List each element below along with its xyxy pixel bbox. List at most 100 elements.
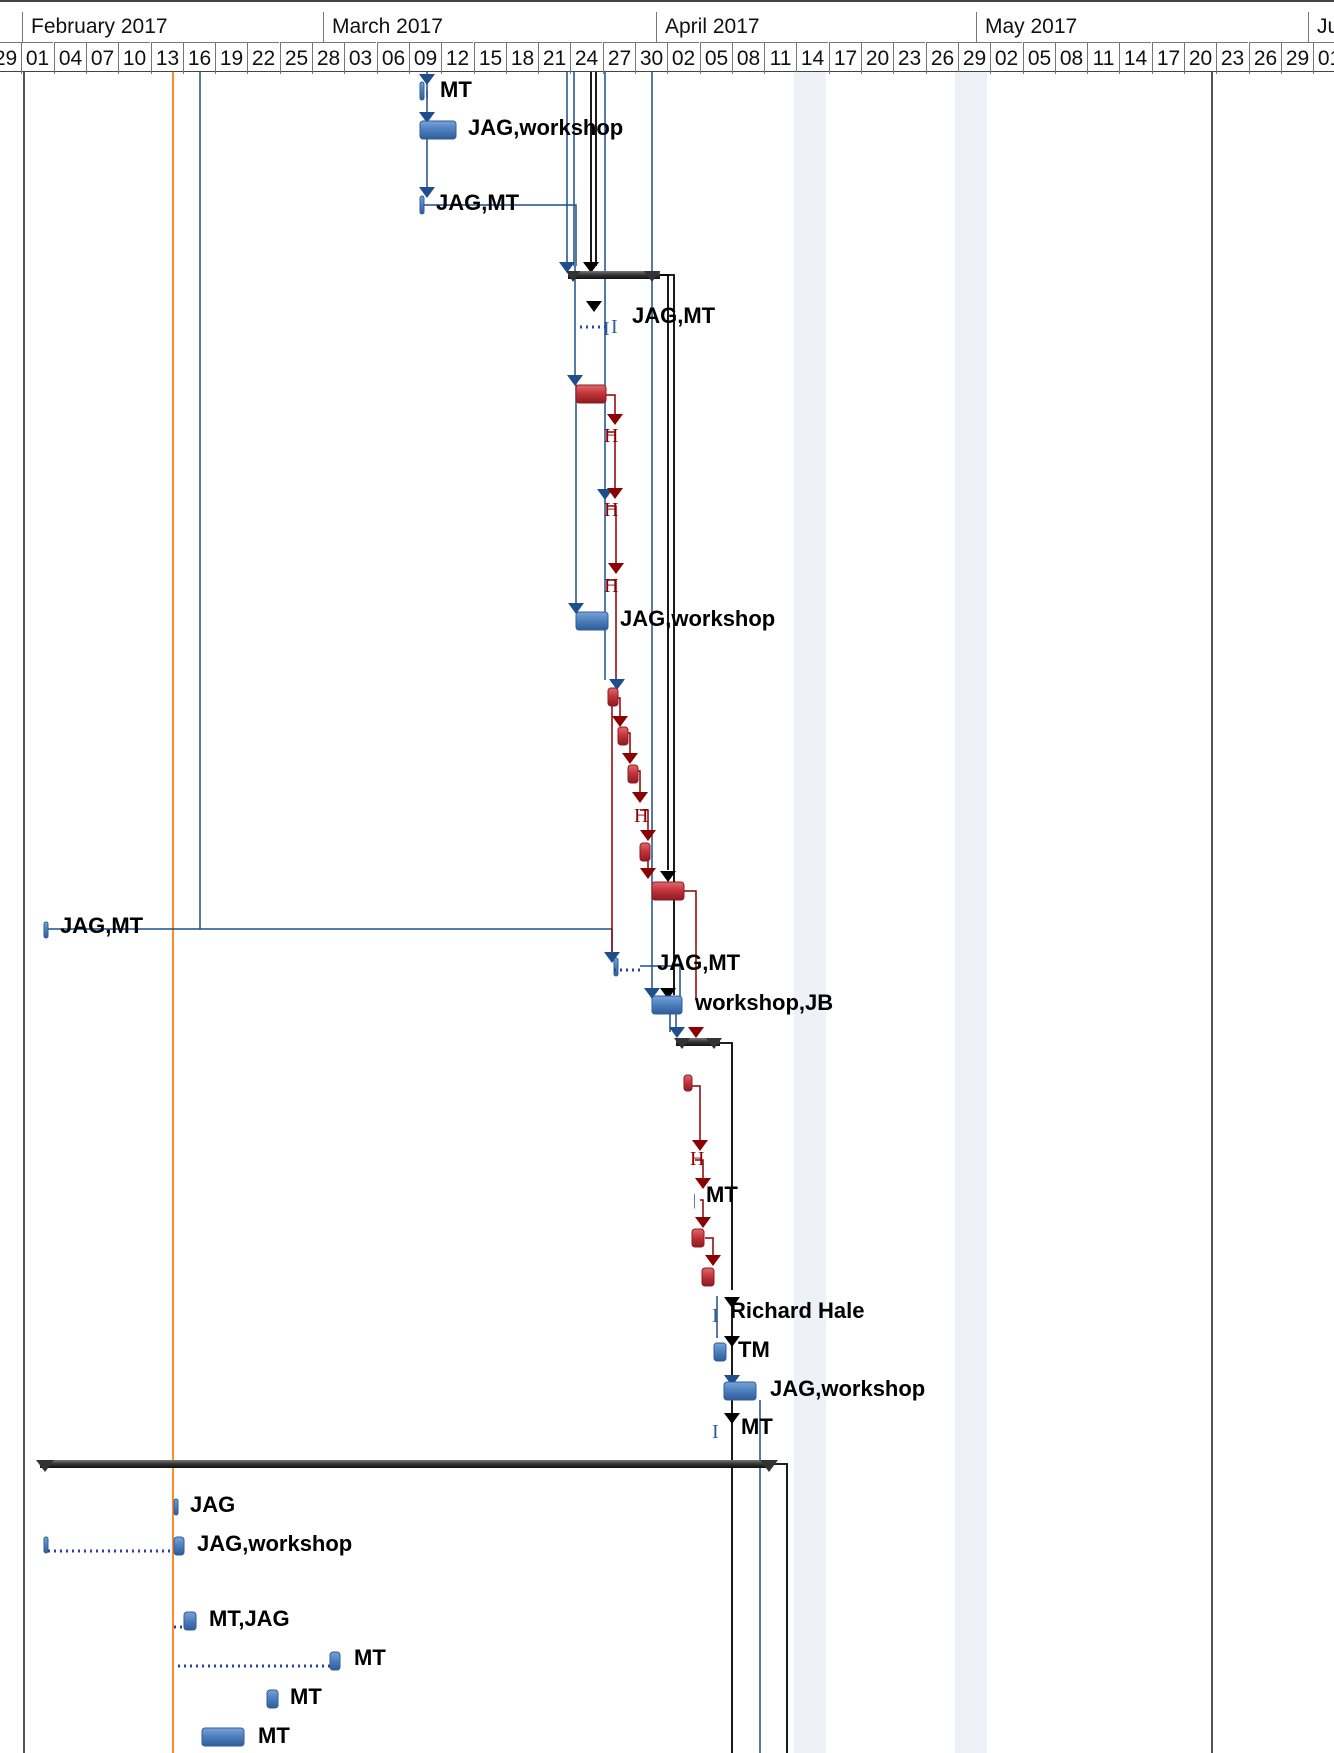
day-header: 11 <box>1087 42 1119 74</box>
critical-task-bar <box>651 881 685 901</box>
day-header: 07 <box>86 42 118 74</box>
task-resource-label: MT <box>706 1182 738 1207</box>
svg-text:|: | <box>693 1192 696 1209</box>
day-header: 26 <box>926 42 958 74</box>
link-arrows-red <box>607 414 721 1266</box>
critical-task-bar <box>617 726 629 746</box>
month-header-june: Ju <box>1308 12 1334 42</box>
task-bar <box>651 995 683 1015</box>
task-bar <box>575 611 609 631</box>
link-arrows-blue <box>419 74 740 1386</box>
task-resource-label: JAG,MT <box>657 950 741 975</box>
task-resource-label: MT <box>290 1684 322 1709</box>
day-header: 30 <box>635 42 667 74</box>
task-bar <box>723 1381 757 1401</box>
day-header: 29 <box>1281 42 1313 74</box>
task-bar <box>173 1498 179 1516</box>
task-resource-label: JAG,workshop <box>197 1531 352 1556</box>
day-header: 02 <box>990 42 1022 74</box>
day-header: 23 <box>893 42 925 74</box>
month-header-february: February 2017 <box>22 12 323 42</box>
day-header: 10 <box>118 42 150 74</box>
day-header: 26 <box>1249 42 1281 74</box>
svg-text:I: I <box>712 1305 719 1327</box>
task-resource-label: Richard Hale <box>730 1298 865 1323</box>
summary-bar[interactable] <box>566 271 660 282</box>
day-header: 14 <box>796 42 828 74</box>
task-resource-label: JAG,MT <box>436 190 520 215</box>
task-resource-label: MT <box>741 1414 773 1439</box>
task-resource-label: JAG <box>190 1492 235 1517</box>
link-arrows-black <box>583 262 740 1424</box>
svg-text:H: H <box>634 805 648 827</box>
task-resource-label: MT <box>258 1723 290 1748</box>
task-bar <box>201 1727 245 1747</box>
critical-task-bar <box>683 1074 693 1092</box>
nonworking-shade <box>794 72 826 1753</box>
critical-task-bar <box>639 842 651 862</box>
day-header: 20 <box>1184 42 1216 74</box>
svg-text:I: I <box>712 1421 719 1443</box>
nonworking-shade <box>955 72 987 1753</box>
task-bars-blue[interactable] <box>43 81 757 1747</box>
day-header: 02 <box>667 42 699 74</box>
task-resource-label: MT <box>354 1645 386 1670</box>
task-bar <box>419 120 457 140</box>
day-header: 24 <box>570 42 602 74</box>
critical-task-bar <box>701 1267 715 1287</box>
task-bar <box>419 195 425 215</box>
task-labels: MT JAG,workshop JAG,MT JAG,MT JAG,worksh… <box>60 77 925 1748</box>
day-header: 12 <box>441 42 473 74</box>
day-header: 18 <box>506 42 538 74</box>
day-header: 01 <box>21 42 53 74</box>
task-resource-label: MT,JAG <box>209 1606 290 1631</box>
month-header-may: May 2017 <box>976 12 1308 42</box>
day-header: 06 <box>377 42 409 74</box>
timescale-header: February 2017 March 2017 April 2017 May … <box>0 0 1334 74</box>
day-header: 17 <box>1152 42 1184 74</box>
critical-task-bar <box>627 764 639 784</box>
summary-links <box>590 72 788 1753</box>
day-header: 29 <box>0 42 21 74</box>
task-bar <box>183 1611 197 1631</box>
task-bar <box>266 1689 279 1709</box>
summary-bar[interactable] <box>674 1038 722 1049</box>
day-header: 23 <box>1216 42 1248 74</box>
day-header: 14 <box>1119 42 1151 74</box>
day-header: 25 <box>280 42 312 74</box>
svg-text:I: I <box>603 318 610 340</box>
task-bar <box>713 1342 727 1362</box>
task-resource-label: TM <box>738 1337 770 1362</box>
task-resource-label: JAG,workshop <box>770 1376 925 1401</box>
task-bar <box>613 957 619 977</box>
day-header: 08 <box>1055 42 1087 74</box>
day-header: 15 <box>474 42 506 74</box>
day-header: 22 <box>247 42 279 74</box>
dependency-links-red <box>605 394 714 1258</box>
svg-text:I: I <box>611 316 618 338</box>
day-header: 11 <box>764 42 796 74</box>
gantt-chart-area: H H H H H I I I I | MT JAG,workshop JAG,… <box>23 72 1213 1753</box>
day-header: 03 <box>344 42 376 74</box>
task-resource-label: JAG,MT <box>60 913 144 938</box>
task-bar <box>43 1536 49 1554</box>
task-bar <box>419 81 425 101</box>
task-resource-label: JAG,workshop <box>620 606 775 631</box>
task-bar <box>173 1536 185 1556</box>
day-header: 28 <box>312 42 344 74</box>
summary-bar[interactable] <box>36 1460 778 1472</box>
day-header: 05 <box>700 42 732 74</box>
day-header: 29 <box>958 42 990 74</box>
svg-text:H: H <box>604 575 618 597</box>
task-bar <box>329 1651 341 1671</box>
day-header: 20 <box>861 42 893 74</box>
task-resource-label: MT <box>440 77 472 102</box>
split-markers: H H H H H I I I I | <box>603 316 719 1443</box>
slack-dots <box>48 325 640 1668</box>
month-header-march: March 2017 <box>323 12 656 42</box>
day-header: 08 <box>732 42 764 74</box>
day-header: 01 <box>1313 42 1334 74</box>
day-header: 21 <box>538 42 570 74</box>
day-header: 09 <box>409 42 441 74</box>
task-bars-red[interactable] <box>575 384 715 1287</box>
